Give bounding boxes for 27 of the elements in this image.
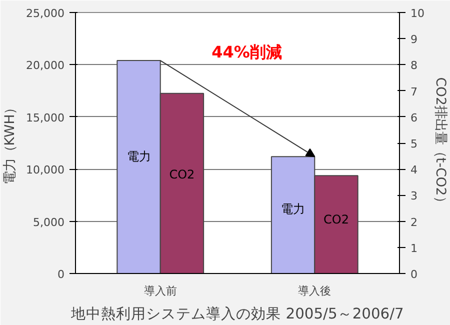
text: 電力: [126, 149, 151, 164]
y2-tick-label: 8: [410, 59, 418, 72]
y2-tick-label: 3: [410, 190, 418, 203]
y-tick-label: 5,000: [33, 216, 65, 229]
y2-tick-label: 4: [410, 164, 418, 177]
y2-tick-label: 10: [410, 7, 424, 20]
y-tick-label: 15,000: [26, 111, 65, 124]
y2-tick-label: 6: [410, 111, 418, 124]
series-label: 電力: [281, 202, 306, 216]
y-axis-title: 電力（KWH）: [3, 101, 18, 185]
y-tick-label: 10,000: [26, 164, 65, 177]
x-tick-label: 導入後: [298, 284, 332, 298]
y2-tick-label: 0: [410, 268, 418, 281]
y-tick-label: 20,000: [26, 59, 65, 72]
y-tick-label: 25,000: [26, 7, 65, 20]
y-tick-label: 0: [58, 268, 64, 281]
text: CO2: [324, 212, 349, 227]
y2-tick-label: 2: [410, 216, 418, 229]
annotation: 44%削減: [212, 42, 282, 62]
y2-tick-label: 7: [410, 85, 418, 98]
series-label: CO2: [169, 167, 195, 182]
y2-axis-title: CO2排出量（t-CO2）: [432, 77, 448, 209]
y2-tick-label: 5: [410, 138, 418, 150]
x-axis-title: 地中熱利用システム導入の効果 2005/5～2006/7: [70, 306, 404, 322]
y2-tick-label: 1: [410, 242, 418, 255]
x-tick-label: 導入前: [144, 284, 177, 298]
y2-tick-label: 9: [410, 33, 418, 46]
